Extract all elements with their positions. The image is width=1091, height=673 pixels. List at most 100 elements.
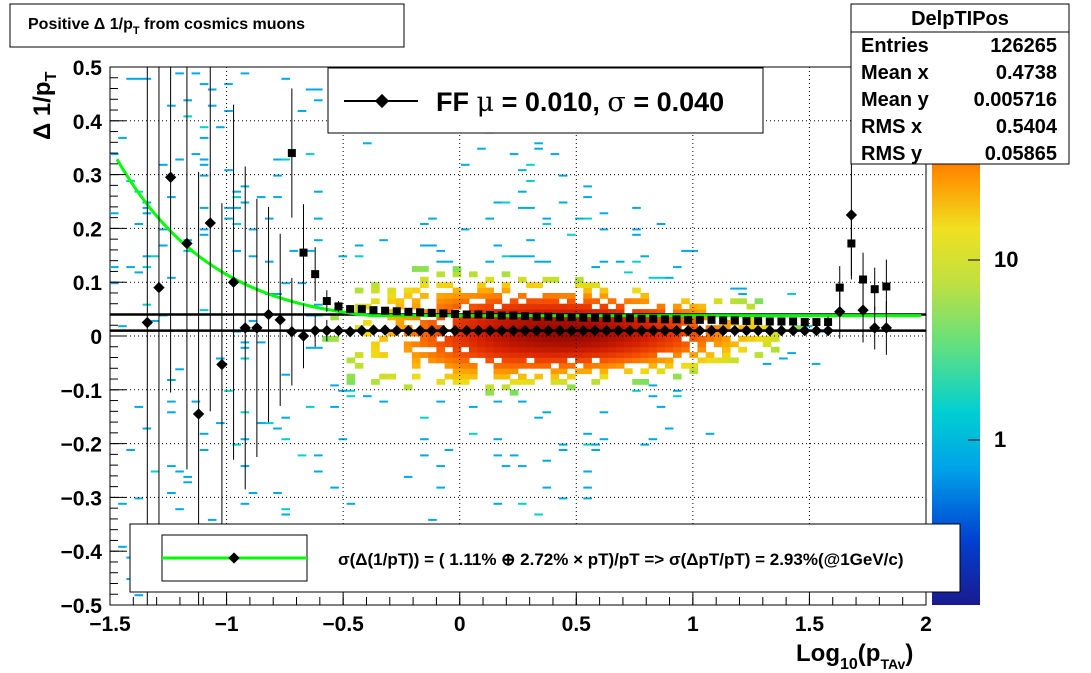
heatmap-cell [681, 298, 690, 305]
heatmap-cell [281, 416, 290, 419]
heatmap-cell [452, 319, 462, 326]
heatmap-cell [615, 357, 625, 364]
heatmap-cell [134, 497, 144, 500]
heatmap-cell [648, 319, 658, 326]
heatmap-cell [664, 319, 674, 326]
heatmap-cell [550, 379, 560, 385]
heatmap-cell [420, 438, 429, 441]
heatmap-cell [558, 201, 568, 204]
heatmap-cell [444, 352, 454, 358]
heatmap-cell [509, 319, 519, 326]
heatmap-cell [493, 352, 503, 358]
y-tick-label: −0.2 [61, 434, 102, 457]
heatmap-cell [110, 282, 119, 285]
heatmap-cell [199, 228, 209, 231]
heatmap-cell [787, 293, 796, 295]
heatmap-cell [583, 314, 592, 321]
heatmap-cell [526, 352, 535, 358]
heatmap-cell [689, 249, 698, 252]
mean-point [647, 324, 659, 337]
heatmap-cell [607, 325, 617, 331]
heatmap-cell [607, 341, 617, 348]
heatmap-cell [722, 352, 731, 358]
heatmap-cell [403, 475, 413, 478]
heatmap-cell [648, 395, 658, 398]
heatmap-cell [534, 260, 543, 263]
heatmap-cell [126, 266, 135, 269]
heatmap-cell [297, 454, 307, 457]
heatmap-cell [550, 153, 560, 156]
heatmap-cell [460, 336, 470, 342]
heatmap-cell [558, 303, 568, 310]
heatmap-cell [248, 228, 258, 231]
mean-point [164, 171, 177, 183]
heatmap-cell [199, 309, 209, 312]
heatmap-cell [420, 325, 429, 331]
sigma-point [381, 306, 390, 315]
heatmap-cell [395, 319, 405, 326]
heatmap-cell [558, 330, 568, 337]
heatmap-cell [542, 411, 552, 414]
heatmap-cell [689, 330, 698, 337]
heatmap-cell [648, 384, 658, 387]
chart-title: Positive Δ 1/pT from cosmics muons [28, 16, 305, 37]
heatmap-cell [689, 362, 698, 369]
heatmap-cell [420, 319, 429, 326]
heatmap-cell [265, 260, 274, 263]
heatmap-cell [518, 357, 527, 364]
heatmap-cell [567, 298, 576, 305]
heatmap-cell [289, 249, 299, 252]
heatmap-cell [199, 449, 209, 451]
stats-row-label: RMS x [861, 116, 922, 138]
sigma-point [462, 310, 471, 319]
heatmap-cell [787, 352, 796, 355]
heatmap-cell [183, 481, 192, 484]
heatmap-cell [118, 325, 127, 328]
heatmap-cell [420, 293, 429, 299]
sigma-point [299, 248, 308, 257]
heatmap-cell [305, 88, 315, 91]
heatmap-cell [722, 336, 731, 342]
heatmap-cell [232, 443, 241, 446]
heatmap-cell [452, 271, 462, 278]
heatmap-cell [469, 336, 478, 342]
heatmap-cell [199, 233, 209, 236]
heatmap-cell [444, 303, 454, 310]
heatmap-cell [567, 319, 576, 326]
heatmap-cell [599, 346, 609, 353]
heatmap-cell [420, 330, 429, 337]
heatmap-cell [583, 185, 592, 188]
sigma-point [357, 305, 366, 314]
heatmap-cell [664, 336, 674, 342]
heatmap-cell [518, 276, 527, 283]
heatmap-cell [232, 249, 241, 252]
heatmap-cell [305, 405, 315, 408]
heatmap-cell [575, 330, 584, 337]
heatmap-cell [664, 427, 674, 430]
heatmap-cell [509, 255, 519, 258]
mean-point [530, 324, 543, 337]
heatmap-cell [493, 201, 503, 204]
heatmap-cell [656, 223, 666, 225]
heatmap-cell [558, 336, 568, 342]
heatmap-cell [640, 298, 649, 305]
heatmap-cell [134, 77, 144, 80]
heatmap-cell [452, 373, 462, 380]
heatmap-cell [591, 379, 600, 385]
heatmap-cell [501, 282, 511, 288]
heatmap-cell [583, 217, 592, 220]
heatmap-cell [567, 341, 576, 348]
heatmap-cell [387, 330, 396, 337]
mean-point [309, 324, 321, 337]
heatmap-cell [615, 260, 625, 263]
mean-point [880, 322, 893, 334]
heatmap-cell [811, 362, 821, 365]
heatmap-cell [493, 373, 503, 380]
heatmap-cell [779, 357, 788, 360]
heatmap-cell [248, 255, 258, 258]
heatmap-cell [167, 379, 176, 381]
heatmap-cell [305, 153, 315, 156]
sigma-point [439, 309, 448, 318]
heatmap-cell [167, 411, 176, 414]
heatmap-cell [411, 357, 421, 364]
